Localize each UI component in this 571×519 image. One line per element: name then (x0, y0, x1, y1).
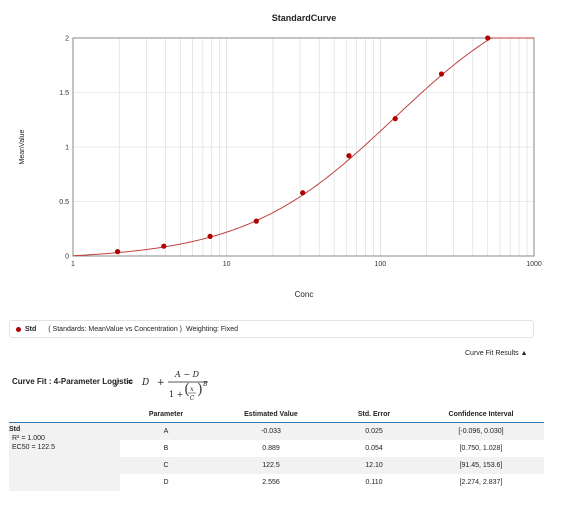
param-std-error: 0.025 (330, 422, 418, 440)
table-row: Std R² = 1.000 EC50 = 122.5 A -0.033 0.0… (9, 422, 544, 491)
header-parameter: Parameter (120, 406, 212, 423)
table-row: B 0.889 0.054 [0.750, 1.028] (9, 440, 544, 457)
table-row: C 122.5 12.10 [91.45, 153.6] (9, 457, 544, 474)
formula-c: C (190, 395, 195, 402)
param-name: D (163, 479, 169, 486)
data-point (114, 249, 121, 255)
standard-curve-chart: StandardCurve 1 10 100 1000 0 0.5 1 1.5 2 Conc M… (19, 13, 542, 299)
param-name: A (120, 422, 212, 440)
formula-plus: + (157, 378, 165, 388)
legend-series-name: Std (25, 325, 37, 333)
legend-weighting: Weighting: Fixed (186, 325, 239, 333)
param-value: 0.889 (262, 445, 280, 452)
y-axis-label: MeanValue (19, 129, 26, 164)
chart-title: StandardCurve (272, 13, 337, 23)
x-axis-label: Conc (295, 290, 314, 299)
data-point (346, 153, 352, 159)
fit-formula: y = D + A − D 1 + ( x C ) B (113, 370, 208, 402)
std-name: Std (9, 426, 21, 433)
formula-y: y (113, 378, 120, 388)
x-tick-label: 1000 (526, 261, 542, 268)
data-point (438, 71, 445, 77)
table-row: D 2.556 0.110 [2.274, 2.837] (9, 474, 544, 491)
data-point (161, 243, 167, 249)
table-header-row: Parameter Estimated Value Std. Error Con… (9, 406, 544, 423)
y-tick-label: 1 (65, 145, 69, 152)
legend-description: ( Standards: MeanValue vs Concentration … (48, 325, 182, 333)
param-std-error: 0.054 (365, 445, 383, 452)
param-name: B (163, 445, 169, 452)
formula-numerator: A − D (174, 370, 200, 379)
param-value: -0.033 (212, 422, 330, 440)
chart-grid (73, 38, 534, 256)
param-name: C (120, 457, 212, 474)
formula-exponent-b: B (202, 381, 208, 388)
param-confidence-interval: [-0.096, 0.030] (418, 422, 544, 440)
header-confidence-interval: Confidence Interval (418, 406, 544, 423)
formula-x: x (190, 386, 194, 393)
data-point (485, 35, 491, 41)
axis-ticks: 1 10 100 1000 0 0.5 1 1.5 2 (59, 36, 542, 269)
std-summary-cell: Std R² = 1.000 EC50 = 122.5 (9, 422, 120, 491)
formula-right-paren: ) (197, 380, 203, 398)
data-point (253, 218, 259, 224)
plot-area (72, 37, 535, 257)
formula-left-paren: ( (184, 380, 190, 398)
data-point (392, 116, 398, 122)
chart-legend: Std ( Standards: MeanValue vs Concentrat… (9, 320, 534, 338)
param-confidence-interval: [91.45, 153.6] (418, 457, 544, 474)
y-tick-label: 0 (65, 254, 69, 261)
formula-one-plus: 1 + (169, 390, 183, 399)
curve-fit-title: Curve Fit : 4-Parameter Logistic (12, 377, 133, 386)
header-spacer (9, 406, 120, 423)
header-estimated-value: Estimated Value (212, 406, 330, 423)
y-tick-label: 0.5 (59, 199, 69, 206)
y-tick-label: 1.5 (59, 90, 69, 97)
r-squared: R² = 1.000 (12, 435, 45, 442)
x-tick-label: 10 (223, 261, 231, 268)
param-std-error: 12.10 (330, 457, 418, 474)
x-tick-label: 100 (374, 261, 386, 268)
curve-fit-results-table: Parameter Estimated Value Std. Error Con… (9, 406, 544, 491)
data-point (300, 190, 306, 196)
y-tick-label: 2 (65, 36, 69, 43)
param-value: 122.5 (212, 457, 330, 474)
ec50: EC50 = 122.5 (12, 444, 56, 451)
data-points (114, 35, 491, 255)
header-std-error: Std. Error (330, 406, 418, 423)
x-tick-label: 1 (71, 261, 75, 268)
data-point (207, 233, 213, 239)
formula-d: D (141, 378, 149, 388)
param-value: 2.556 (262, 479, 280, 486)
legend-marker (16, 326, 21, 332)
param-confidence-interval: [0.750, 1.028] (459, 445, 503, 452)
param-confidence-interval: [2.274, 2.837] (459, 479, 503, 486)
formula-equals: = (126, 378, 134, 388)
param-std-error: 0.110 (365, 479, 383, 486)
curve-fit-results-toggle[interactable]: Curve Fit Results ▲ (465, 350, 528, 357)
